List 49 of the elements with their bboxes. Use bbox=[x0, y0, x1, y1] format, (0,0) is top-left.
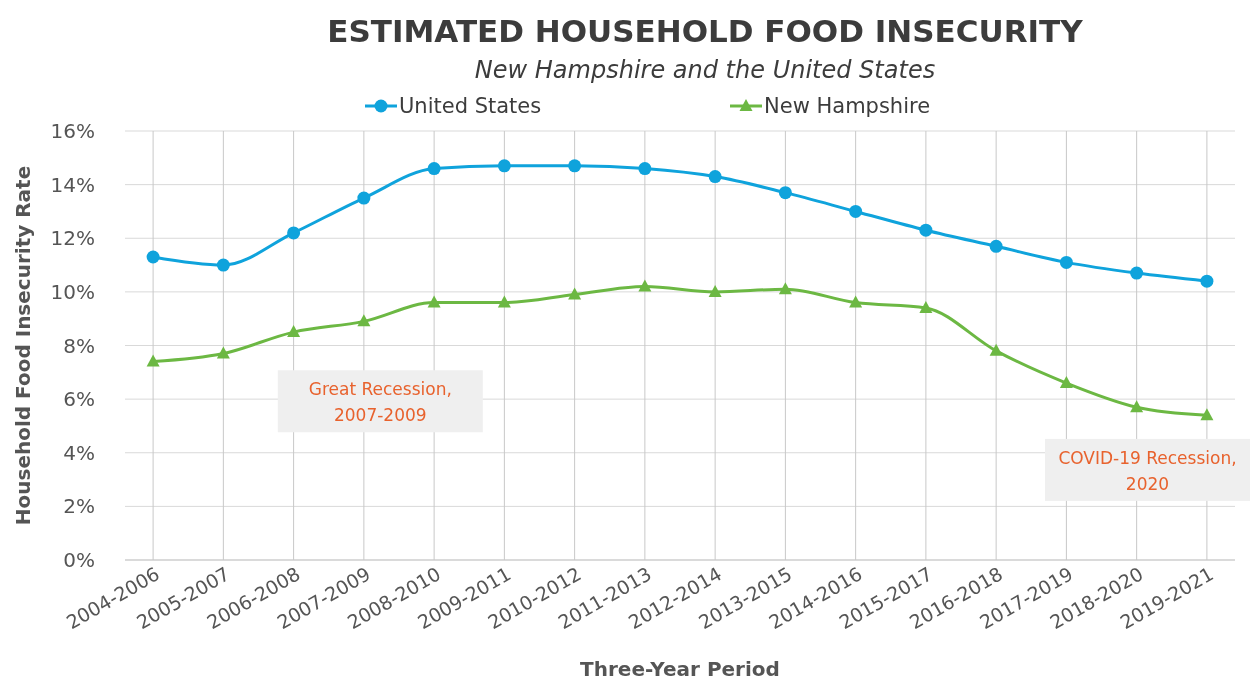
point bbox=[849, 295, 863, 308]
point bbox=[497, 159, 511, 173]
point bbox=[778, 186, 792, 200]
point bbox=[568, 287, 582, 300]
y-tick-label: 10% bbox=[50, 279, 95, 304]
point bbox=[216, 258, 230, 272]
y-tick-label: 8% bbox=[63, 333, 95, 358]
point bbox=[1130, 400, 1144, 413]
point bbox=[638, 162, 652, 176]
point bbox=[216, 346, 230, 359]
y-tick-label: 12% bbox=[50, 226, 95, 251]
x-axis-title: Three-Year Period bbox=[580, 657, 780, 681]
y-tick-label: 14% bbox=[50, 172, 95, 197]
y-axis-title: Household Food Insecurity Rate bbox=[11, 165, 35, 526]
point bbox=[497, 295, 511, 308]
point bbox=[357, 191, 371, 205]
point bbox=[708, 170, 722, 184]
chart-title: ESTIMATED HOUSEHOLD FOOD INSECURITY bbox=[327, 13, 1084, 49]
point bbox=[778, 282, 792, 295]
point bbox=[287, 325, 301, 338]
point bbox=[989, 343, 1003, 356]
point bbox=[638, 279, 652, 292]
point bbox=[427, 295, 441, 308]
y-tick-label: 2% bbox=[63, 494, 95, 519]
y-tick-label: 16% bbox=[50, 119, 95, 143]
point bbox=[708, 284, 722, 297]
point bbox=[989, 239, 1003, 253]
point bbox=[1059, 255, 1073, 269]
point bbox=[1200, 408, 1214, 421]
legend-label: New Hampshire bbox=[764, 94, 931, 119]
point bbox=[146, 354, 160, 367]
point bbox=[849, 204, 863, 218]
point bbox=[146, 250, 160, 264]
point bbox=[919, 223, 933, 237]
point bbox=[1130, 266, 1144, 280]
y-tick-label: 0% bbox=[63, 548, 95, 572]
point bbox=[287, 226, 301, 240]
legend-label: United States bbox=[399, 94, 542, 119]
annotation: COVID-19 Recession, 2020 bbox=[1058, 447, 1237, 494]
point bbox=[568, 159, 582, 173]
point bbox=[1200, 274, 1214, 288]
y-tick-label: 6% bbox=[63, 387, 95, 412]
annotation: Great Recession, 2007-2009 bbox=[308, 379, 452, 426]
point bbox=[427, 162, 441, 176]
y-tick-label: 4% bbox=[63, 440, 95, 465]
point bbox=[1059, 376, 1073, 389]
point bbox=[357, 314, 371, 327]
point bbox=[919, 300, 933, 313]
chart-subtitle: New Hampshire and the United States bbox=[474, 56, 936, 84]
